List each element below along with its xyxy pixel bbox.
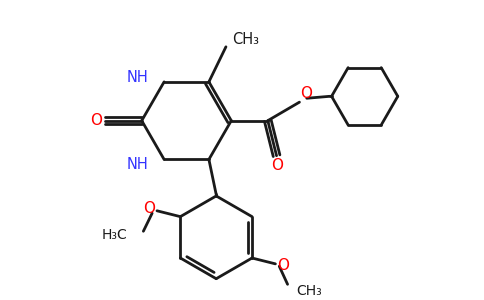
Text: NH: NH [127, 70, 149, 85]
Text: O: O [272, 158, 284, 173]
Text: NH: NH [127, 157, 149, 172]
Text: O: O [277, 258, 289, 273]
Text: O: O [301, 86, 312, 101]
Text: O: O [143, 201, 155, 216]
Text: CH₃: CH₃ [296, 284, 322, 298]
Text: CH₃: CH₃ [232, 32, 259, 46]
Text: H₃C: H₃C [102, 228, 128, 242]
Text: O: O [91, 113, 103, 128]
